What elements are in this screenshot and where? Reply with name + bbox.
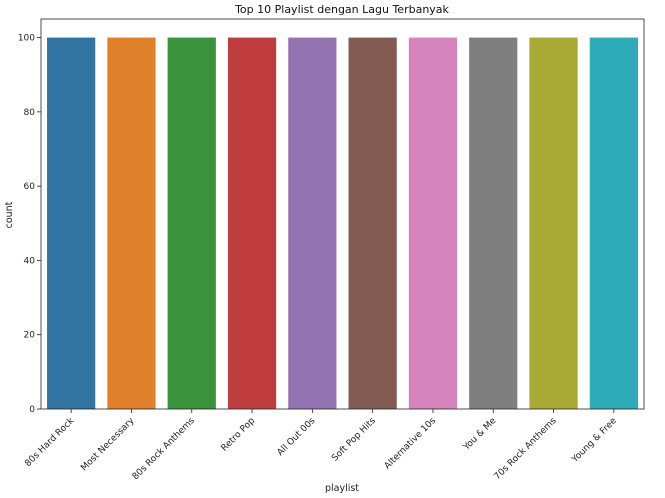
y-tick-label: 0 <box>29 405 35 415</box>
y-axis-title: count <box>4 201 15 228</box>
bar-5 <box>288 37 337 409</box>
bar-9 <box>529 37 578 409</box>
bars-group <box>47 37 638 409</box>
bar-4 <box>227 37 277 409</box>
bar-6 <box>348 37 397 409</box>
y-tick-label: 40 <box>24 256 36 266</box>
x-tick-label: Alternative 10s <box>383 416 439 472</box>
bar-8 <box>469 37 518 409</box>
bar-10 <box>589 37 638 409</box>
y-axis: 0 20 40 60 80 100 <box>18 34 41 415</box>
x-axis-title: playlist <box>325 483 359 494</box>
x-tick-label: 80s Rock Anthems <box>131 416 197 482</box>
bar-3 <box>167 37 216 409</box>
y-tick-label: 100 <box>18 34 35 44</box>
x-tick-label: You & Me <box>461 416 498 453</box>
y-tick-label: 80 <box>24 108 36 118</box>
x-tick-label: 70s Rock Anthems <box>493 416 559 482</box>
x-tick-label: Soft Pop Hits <box>330 416 378 464</box>
x-tick-label: 80s Hard Rock <box>23 415 77 469</box>
y-tick-label: 20 <box>24 331 36 341</box>
x-tick-label: Young & Free <box>570 416 620 466</box>
x-tick-label: Retro Pop <box>220 416 258 454</box>
bar-2 <box>107 37 156 409</box>
x-tick-label: Most Necessary <box>79 416 137 474</box>
bar-1 <box>47 37 96 409</box>
y-tick-label: 60 <box>24 182 36 192</box>
x-tick-label: All Out 00s <box>276 416 318 458</box>
plot-frame <box>40 18 645 410</box>
chart-title: Top 10 Playlist dengan Lagu Terbanyak <box>234 3 449 16</box>
bar-7 <box>408 37 458 409</box>
